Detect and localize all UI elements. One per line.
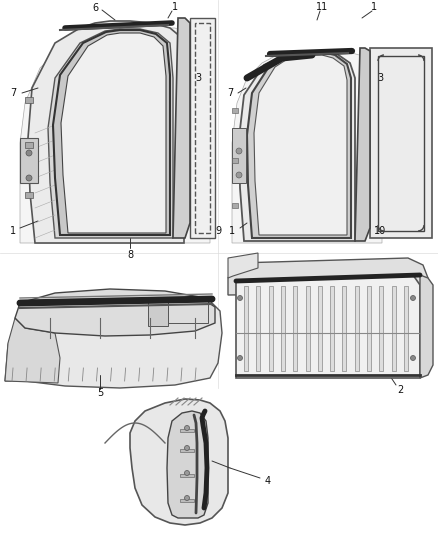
Bar — [25, 192, 33, 198]
Text: 11: 11 — [316, 2, 328, 12]
Bar — [148, 298, 168, 326]
Polygon shape — [330, 286, 334, 371]
Bar — [168, 301, 208, 323]
Bar — [180, 499, 194, 502]
Polygon shape — [247, 52, 351, 238]
Polygon shape — [5, 318, 60, 383]
Text: 1: 1 — [371, 2, 377, 12]
Bar — [232, 203, 238, 208]
Polygon shape — [343, 286, 346, 371]
Bar — [232, 158, 238, 163]
Circle shape — [410, 356, 416, 360]
Polygon shape — [239, 51, 355, 241]
Text: 9: 9 — [215, 226, 221, 236]
Bar — [20, 138, 38, 183]
Bar — [180, 449, 194, 452]
Bar — [180, 429, 194, 432]
Polygon shape — [167, 411, 208, 518]
Bar — [25, 97, 33, 103]
Circle shape — [184, 496, 190, 500]
Polygon shape — [370, 48, 432, 238]
Polygon shape — [53, 30, 170, 235]
Circle shape — [237, 356, 243, 360]
Circle shape — [410, 295, 416, 301]
Text: 6: 6 — [92, 3, 98, 13]
Polygon shape — [61, 33, 166, 233]
Text: 10: 10 — [374, 226, 386, 236]
Text: 1: 1 — [10, 226, 16, 236]
Polygon shape — [379, 286, 383, 371]
Circle shape — [26, 175, 32, 181]
Text: 4: 4 — [265, 476, 271, 486]
Polygon shape — [355, 286, 359, 371]
Polygon shape — [190, 18, 215, 238]
Text: 8: 8 — [127, 250, 133, 260]
Circle shape — [184, 425, 190, 431]
Polygon shape — [5, 293, 222, 388]
Polygon shape — [254, 55, 347, 235]
Polygon shape — [404, 286, 408, 371]
Polygon shape — [355, 48, 370, 241]
Polygon shape — [367, 286, 371, 371]
Polygon shape — [420, 275, 433, 378]
Polygon shape — [244, 286, 248, 371]
Polygon shape — [236, 275, 420, 378]
Circle shape — [184, 446, 190, 450]
Polygon shape — [268, 286, 272, 371]
Polygon shape — [318, 286, 322, 371]
Bar — [232, 108, 238, 113]
Text: 2: 2 — [397, 385, 403, 395]
Text: 7: 7 — [10, 88, 16, 98]
Polygon shape — [232, 53, 382, 243]
Text: 3: 3 — [377, 73, 383, 83]
Polygon shape — [15, 289, 215, 336]
Polygon shape — [281, 286, 285, 371]
Polygon shape — [256, 286, 260, 371]
Circle shape — [237, 295, 243, 301]
Circle shape — [236, 172, 242, 178]
Polygon shape — [228, 253, 258, 278]
Bar — [232, 128, 246, 183]
Circle shape — [184, 471, 190, 475]
Polygon shape — [20, 28, 210, 243]
Bar — [25, 142, 33, 148]
Polygon shape — [130, 399, 228, 525]
Circle shape — [26, 150, 32, 156]
Polygon shape — [293, 286, 297, 371]
Text: 1: 1 — [229, 226, 235, 236]
Polygon shape — [392, 286, 396, 371]
Bar — [180, 474, 194, 477]
Text: 1: 1 — [172, 2, 178, 12]
Polygon shape — [48, 29, 173, 238]
Polygon shape — [28, 21, 185, 243]
Text: 5: 5 — [97, 388, 103, 398]
Polygon shape — [173, 18, 190, 238]
Text: 3: 3 — [195, 73, 201, 83]
Polygon shape — [306, 286, 310, 371]
Polygon shape — [228, 258, 428, 295]
Text: 7: 7 — [227, 88, 233, 98]
Circle shape — [236, 148, 242, 154]
